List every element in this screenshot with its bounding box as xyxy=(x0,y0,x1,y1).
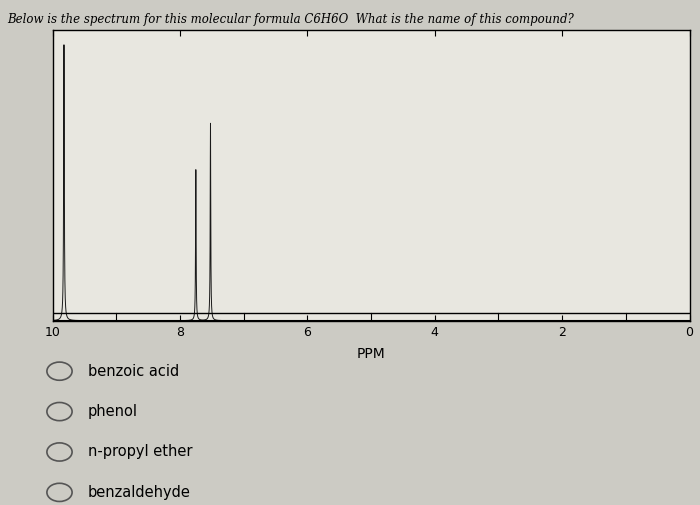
Text: benzaldehyde: benzaldehyde xyxy=(88,485,190,500)
Text: n-propyl ether: n-propyl ether xyxy=(88,444,192,460)
Text: Below is the spectrum for this molecular formula C6H6O  What is the name of this: Below is the spectrum for this molecular… xyxy=(7,13,574,26)
X-axis label: PPM: PPM xyxy=(356,347,386,361)
Text: phenol: phenol xyxy=(88,404,137,419)
Text: benzoic acid: benzoic acid xyxy=(88,364,178,379)
